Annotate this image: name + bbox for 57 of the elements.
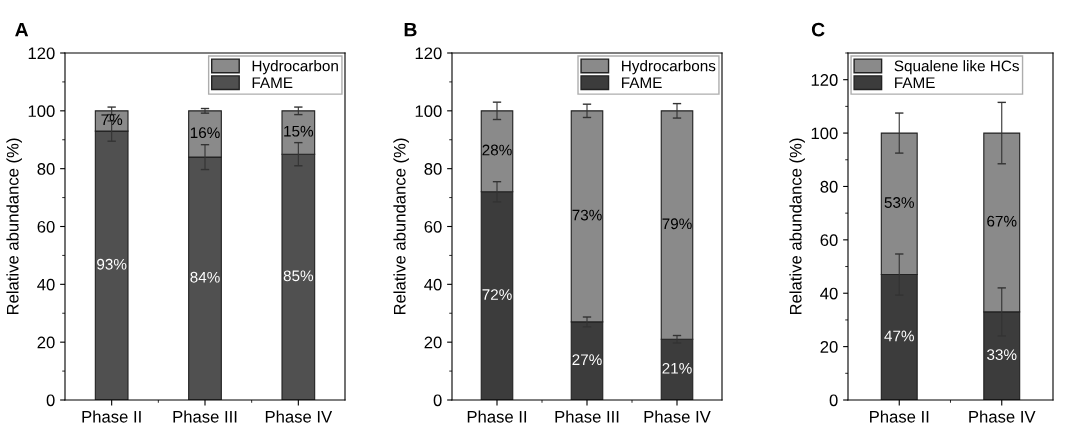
y-tick-label: 0 [829, 394, 838, 407]
y-tick-label: 100 [28, 105, 55, 118]
data-label: 47% [884, 330, 914, 342]
y-tick-label: 100 [811, 127, 838, 140]
data-label: 15% [284, 125, 314, 137]
data-label: 27% [572, 354, 602, 365]
chart-title: A [15, 22, 29, 37]
data-label: 93% [97, 258, 127, 270]
x-tick-label: Phase II [82, 410, 141, 423]
data-label: 84% [190, 271, 220, 283]
data-label: 67% [987, 215, 1017, 227]
y-tick-label: 100 [415, 105, 442, 118]
y-tick-label: 20 [820, 341, 838, 353]
y-tick-label: 40 [37, 278, 55, 291]
y-axis-title: Relative abundance (%) [789, 138, 805, 315]
data-label: 28% [482, 144, 512, 156]
y-axis-title: Relative abundance (%) [6, 138, 22, 315]
data-label: 72% [482, 289, 512, 300]
y-tick-label: 80 [37, 163, 55, 175]
x-tick-label: Phase II [467, 410, 527, 423]
legend-label: Hydrocarbon [252, 60, 338, 75]
x-tick-label: Phase IV [969, 410, 1036, 423]
data-label: 33% [987, 349, 1017, 361]
legend-label: FAME [622, 77, 662, 88]
x-tick-label: Phase II [870, 410, 929, 423]
chart-title: B [404, 22, 417, 37]
data-label: 7% [101, 114, 123, 125]
y-tick-label: 80 [820, 180, 838, 193]
data-label: 21% [662, 362, 692, 374]
legend-label: FAME [895, 77, 935, 88]
x-tick-label: Phase III [173, 410, 237, 423]
y-tick-label: 120 [811, 74, 838, 86]
y-tick-label: 40 [424, 278, 442, 291]
y-tick-label: 80 [424, 163, 442, 175]
x-tick-label: Phase IV [644, 410, 711, 423]
legend-label: Hydrocarbons [622, 60, 716, 75]
data-label: 16% [190, 127, 220, 139]
y-tick-label: 120 [415, 47, 442, 60]
x-tick-label: Phase IV [265, 410, 333, 423]
data-label: 53% [884, 197, 914, 208]
legend-label: Squalene like HCs [894, 60, 1019, 75]
y-tick-label: 120 [28, 47, 55, 60]
y-tick-label: 0 [46, 394, 55, 407]
y-tick-label: 60 [37, 220, 55, 233]
y-tick-label: 20 [424, 336, 442, 349]
data-label: 79% [662, 218, 692, 230]
x-tick-label: Phase III [555, 410, 619, 423]
y-tick-label: 60 [820, 234, 838, 247]
y-tick-label: 40 [820, 287, 838, 300]
legend-label: FAME [252, 77, 293, 88]
chart-title: C [811, 22, 825, 37]
y-tick-label: 60 [424, 220, 442, 233]
data-label: 85% [283, 270, 314, 282]
y-axis-title: Relative abundance (%) [393, 138, 409, 315]
y-tick-label: 0 [433, 394, 442, 407]
y-tick-label: 20 [37, 336, 55, 349]
data-label: 73% [572, 209, 602, 221]
